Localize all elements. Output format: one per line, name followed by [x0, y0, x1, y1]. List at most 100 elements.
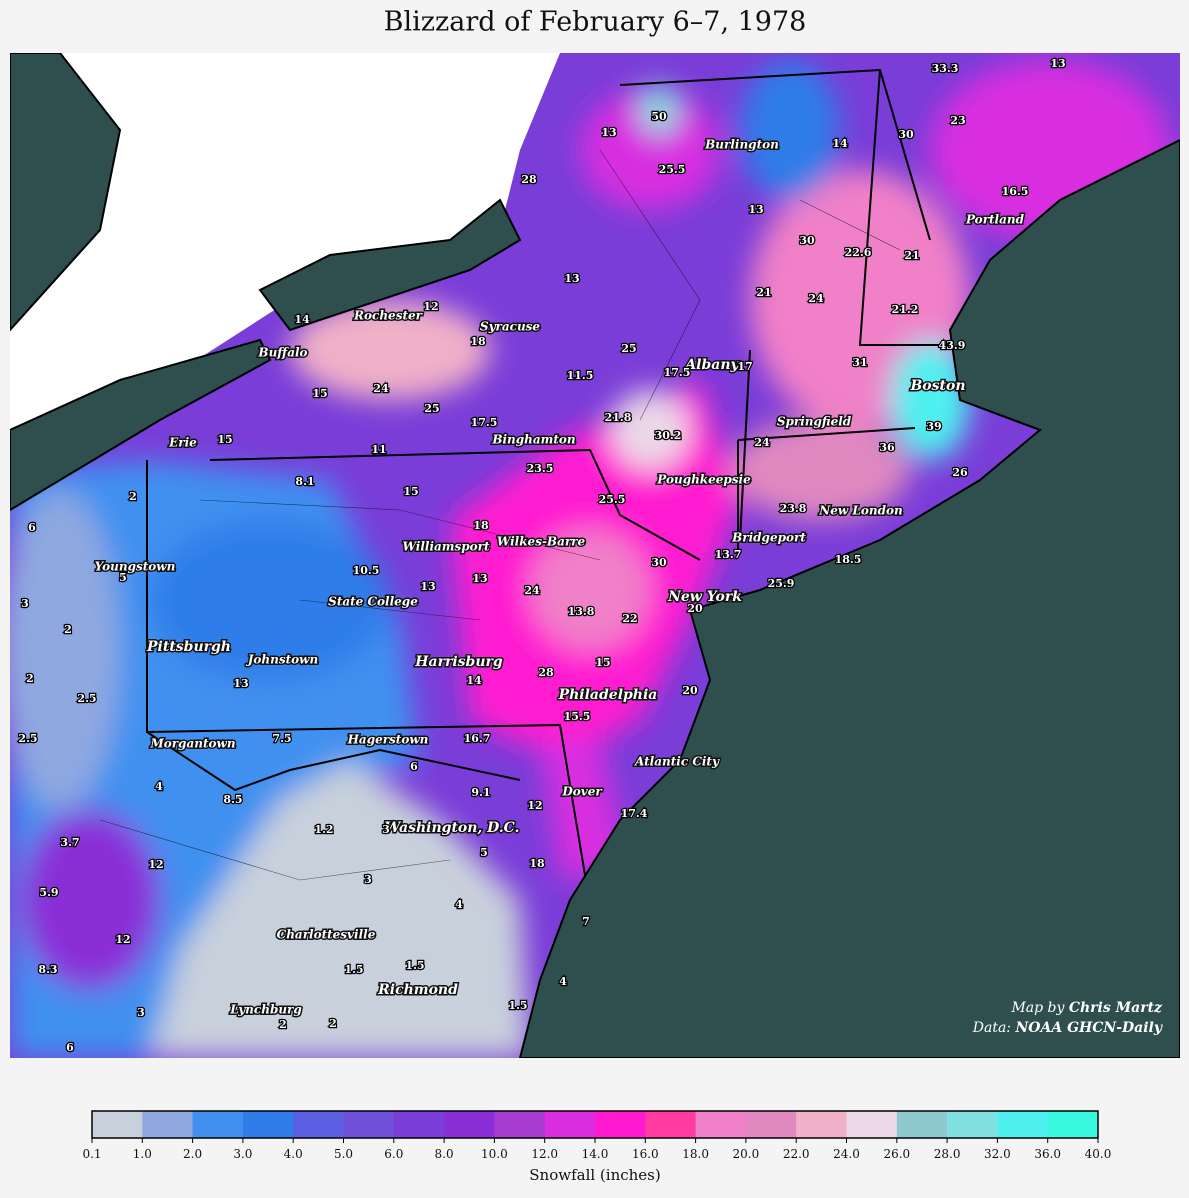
city-label: New York [667, 589, 742, 605]
station-value: 22 [622, 612, 637, 625]
city-label: Bridgeport [731, 531, 806, 545]
station-value: 28 [538, 666, 554, 679]
colorbar-bin [645, 1111, 697, 1138]
city-label: Atlantic City [634, 755, 720, 769]
station-value: 2.5 [18, 732, 37, 745]
station-value: 2.5 [77, 692, 96, 705]
city-label: Syracuse [480, 320, 541, 334]
station-value: 11 [371, 443, 386, 456]
colorbar-tick-label: 1.0 [133, 1147, 152, 1161]
colorbar-bin [293, 1111, 344, 1138]
station-value: 17 [737, 360, 752, 373]
station-value: 22.6 [845, 246, 872, 259]
station-value: 13 [1050, 57, 1065, 70]
station-value: 4 [155, 780, 163, 793]
station-value: 16.5 [1002, 185, 1029, 198]
colorbar-tick-label: 24.0 [833, 1147, 860, 1161]
colorbar-tick-label: 10.0 [481, 1147, 508, 1161]
colorbar-tick-label: 18.0 [682, 1147, 709, 1161]
station-value: 25.5 [659, 163, 686, 176]
station-value: 23.5 [527, 462, 554, 475]
labels: Burlington Syracuse Rochester Buffalo Albany… [17, 56, 1067, 1056]
station-value: 25.9 [768, 577, 795, 590]
title: Blizzard of February 6–7, 1978 [384, 7, 807, 38]
colorbar-bin [494, 1111, 546, 1138]
station-value: 15.5 [564, 710, 591, 723]
station-value: 8.5 [223, 793, 242, 806]
city-label: Charlottesville [277, 928, 376, 942]
station-value: 9.1 [471, 786, 490, 799]
station-value: 2 [129, 490, 137, 503]
city-label: Erie [168, 436, 197, 450]
city-label: Boston [909, 378, 965, 394]
station-value: 50 [651, 110, 667, 123]
station-value: 30 [898, 128, 914, 141]
station-value: 14 [832, 137, 848, 150]
station-value: 15 [403, 485, 418, 498]
station-value: 14 [294, 313, 310, 326]
city-label: Hagerstown [347, 733, 429, 747]
station-value: 4 [559, 975, 567, 988]
station-value: 36 [879, 441, 895, 454]
station-value: 13 [564, 272, 579, 285]
station-value: 1.5 [344, 963, 363, 976]
station-value: 13 [233, 677, 248, 690]
colorbar-tick-label: 4.0 [284, 1147, 303, 1161]
station-value: 17.5 [471, 416, 498, 429]
colorbar-tick-label: 36.0 [1034, 1147, 1061, 1161]
colorbar-tick-label: 5.0 [334, 1147, 353, 1161]
city-label: Binghamton [491, 433, 575, 447]
colorbar-tick-label: 20.0 [733, 1147, 760, 1161]
colorbar-bin [92, 1111, 143, 1138]
station-value: 28 [521, 173, 537, 186]
station-value: 1.2 [314, 823, 333, 836]
colorbar-tick-label: 2.0 [183, 1147, 202, 1161]
credit-name: Chris Martz [1069, 1000, 1163, 1016]
credit-label: Map by [1010, 1000, 1065, 1016]
city-label: Dover [561, 785, 603, 799]
station-value: 12 [423, 300, 438, 313]
station-value: 24 [754, 436, 770, 449]
city-label: Pittsburgh [146, 639, 231, 655]
station-value: 26 [952, 466, 968, 479]
colorbar-tick-label: 0.1 [82, 1147, 101, 1161]
city-label: Williamsport [403, 540, 490, 554]
city-label: Rochester [353, 309, 424, 323]
colorbar-tick-label: 26.0 [883, 1147, 910, 1161]
credit-author: Map by Chris Martz [1010, 1000, 1163, 1016]
station-value: 17.5 [664, 366, 691, 379]
station-value: 43.9 [939, 339, 966, 352]
colorbar-bin [1047, 1111, 1099, 1138]
station-value: 24 [808, 292, 824, 305]
colorbar-bin [745, 1111, 797, 1138]
station-value: 1.5 [508, 999, 527, 1012]
colorbar-tick-label: 32.0 [984, 1147, 1011, 1161]
colorbar: 0.1 1.0 2.0 3.0 4.0 5.0 6.0 8.0 10.0 12.0 14.0 16.0… [82, 1110, 1112, 1161]
station-value: 7 [582, 915, 590, 928]
station-value: 33.3 [932, 62, 959, 75]
station-value: 23 [950, 114, 965, 127]
station-value: 6 [28, 521, 36, 534]
colorbar-tick-label: 40.0 [1085, 1147, 1112, 1161]
colorbar-tick-label: 28.0 [934, 1147, 961, 1161]
station-value: 17.4 [621, 807, 648, 820]
station-value: 6 [66, 1041, 74, 1054]
station-value: 18 [529, 857, 545, 870]
station-value: 5 [119, 571, 127, 584]
station-value: 1.5 [405, 959, 424, 972]
map [10, 53, 1180, 1058]
colorbar-tick-label: 6.0 [384, 1147, 403, 1161]
city-label: Wilkes-Barre [497, 535, 586, 549]
station-value: 31 [852, 356, 867, 369]
station-value: 2 [64, 623, 72, 636]
colorbar-label: Snowfall (inches) [529, 1166, 660, 1184]
station-value: 21.8 [605, 411, 632, 424]
station-value: 30 [799, 234, 815, 247]
station-value: 30.2 [655, 429, 682, 442]
colorbar-bin [242, 1111, 294, 1138]
city-label: State College [328, 595, 418, 609]
station-value: 13 [601, 126, 616, 139]
station-value: 21.2 [892, 303, 919, 316]
station-value: 14 [466, 674, 482, 687]
